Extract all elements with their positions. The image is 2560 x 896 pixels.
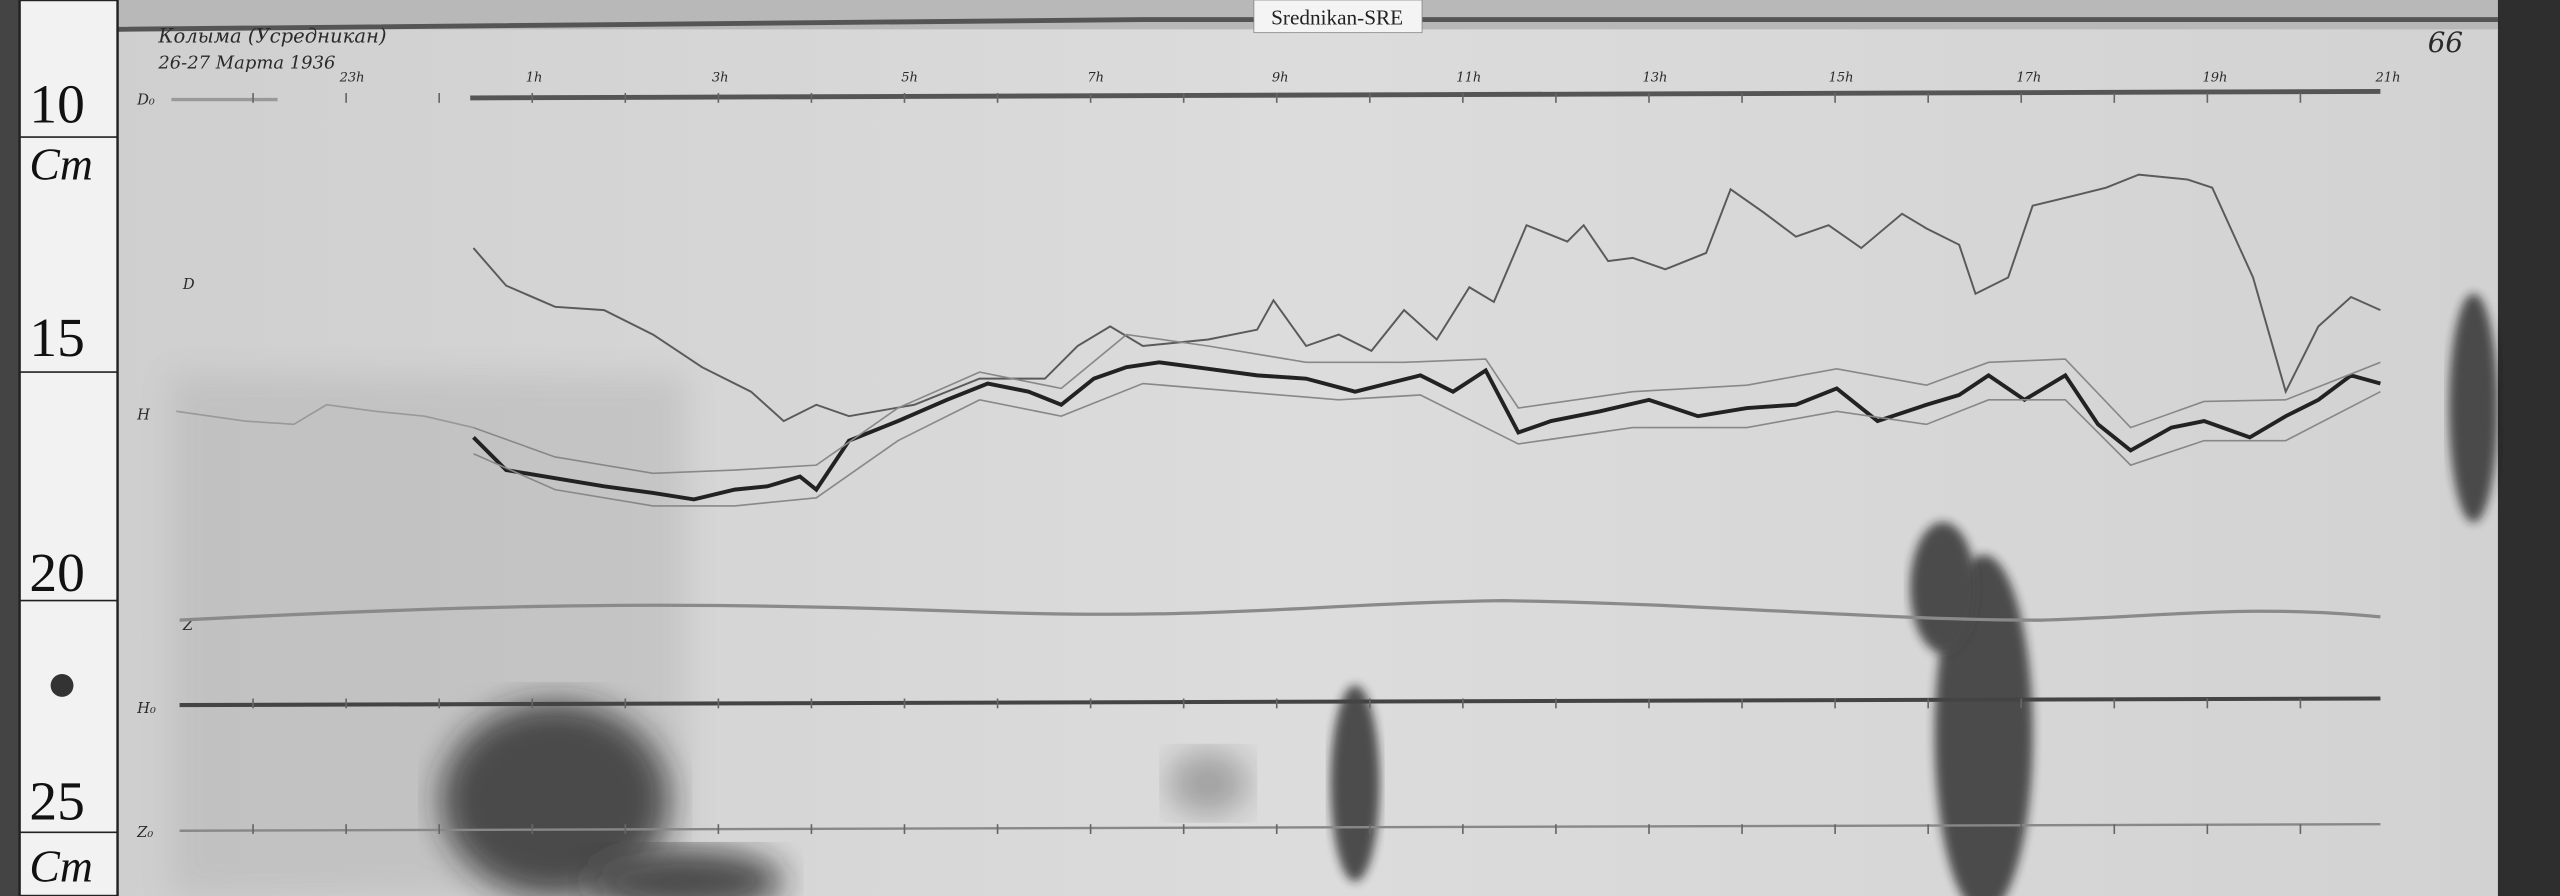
trace-h-upper <box>473 333 2381 475</box>
trace-label-d0: D₀ <box>136 91 155 108</box>
trace-d <box>472 173 2381 423</box>
time-label: 15h <box>1829 71 1854 86</box>
trace-label-h: H <box>136 406 151 423</box>
station-label: Srednikan-SRE <box>1271 5 1403 29</box>
baseline-h0 <box>179 696 2381 708</box>
ruler-mark-20: 20 <box>29 543 85 604</box>
ruler-unit: Cm <box>29 139 92 190</box>
baseline-z0 <box>179 822 2381 832</box>
time-label: 19h <box>2202 71 2227 86</box>
time-label: 9h <box>1272 71 1289 86</box>
sheet-number: 66 <box>2428 26 2463 59</box>
trace-label-d: D <box>182 276 195 293</box>
station-annotation: Колыма (Усредникан) <box>157 24 386 47</box>
shadow-blobs <box>171 293 2498 896</box>
ruler-mark-15: 15 <box>29 308 85 369</box>
trace-label-h0: H₀ <box>136 700 156 717</box>
trace-h <box>472 360 2381 502</box>
time-label: 1h <box>526 71 543 86</box>
time-label: 3h <box>712 71 729 86</box>
trace-label-z0: Z₀ <box>136 824 153 841</box>
date-annotation: 26-27 Марта 1936 <box>157 53 335 74</box>
cm-ruler: 10 Cm 15 20 25 Cm <box>18 0 119 896</box>
time-label: 13h <box>1642 71 1667 86</box>
ruler-mark-25: 25 <box>29 771 85 832</box>
ruler-unit-bottom: Cm <box>29 840 92 891</box>
time-label: 23h <box>339 71 365 86</box>
time-label: 11h <box>1456 71 1481 86</box>
trace-h-faint <box>176 403 474 429</box>
time-label: 7h <box>1087 71 1104 86</box>
time-label: 17h <box>2016 71 2041 86</box>
baseline-d0 <box>171 88 2381 102</box>
time-label: 21h <box>2375 71 2401 86</box>
trace-z <box>179 598 2381 622</box>
time-label: 5h <box>901 71 918 86</box>
trace-h-lower <box>473 382 2381 507</box>
ruler-mark-10: 10 <box>29 74 85 135</box>
